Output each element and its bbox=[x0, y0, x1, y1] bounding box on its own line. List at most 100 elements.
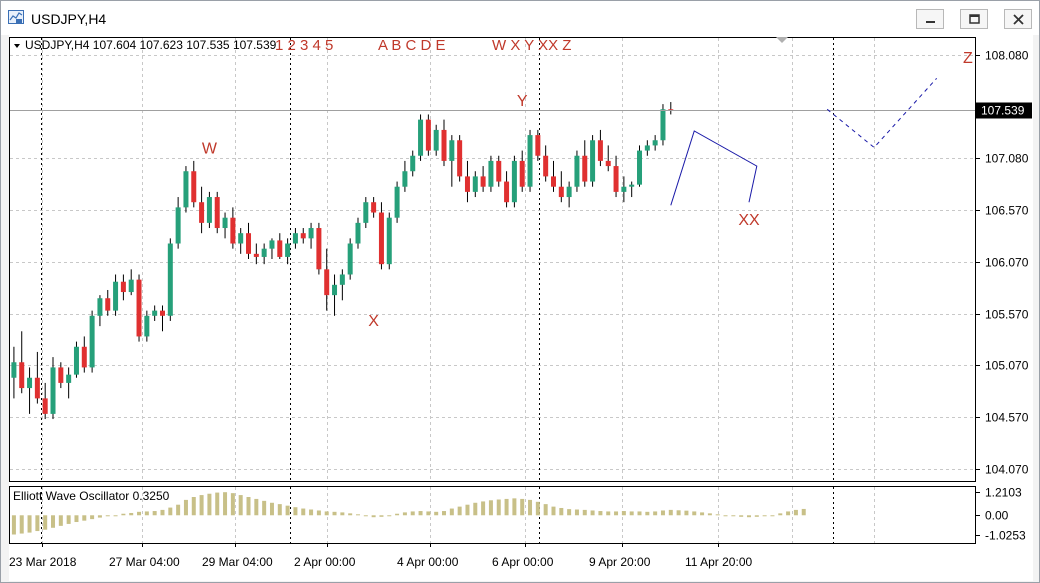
bull-candle bbox=[332, 284, 338, 296]
osc-bar bbox=[379, 515, 384, 517]
osc-bar bbox=[559, 507, 564, 516]
current-price-label: 107.539 bbox=[981, 104, 1025, 118]
osc-bar bbox=[262, 500, 267, 516]
bull-candle bbox=[394, 186, 400, 218]
bull-candle bbox=[433, 129, 439, 151]
price-tick-label: 105.570 bbox=[985, 308, 1029, 322]
main-panel-frame bbox=[9, 37, 976, 482]
osc-bar bbox=[43, 515, 48, 530]
osc-bar bbox=[19, 515, 24, 534]
osc-bar bbox=[277, 504, 282, 516]
close-button[interactable] bbox=[1004, 9, 1032, 29]
osc-bar bbox=[348, 513, 353, 516]
osc-bar bbox=[762, 515, 767, 517]
triangle-pattern bbox=[670, 130, 758, 206]
osc-bar bbox=[82, 515, 87, 521]
bear-candle bbox=[253, 253, 259, 257]
osc-bar bbox=[207, 493, 212, 516]
bull-candle bbox=[292, 233, 298, 244]
bull-candle bbox=[167, 243, 173, 316]
time-label: 11 Apr 20:00 bbox=[685, 555, 752, 569]
osc-bar bbox=[35, 515, 40, 532]
osc-bar bbox=[418, 511, 423, 516]
osc-bar bbox=[473, 502, 478, 516]
title-bar[interactable]: USDJPY,H4 bbox=[1, 1, 1039, 35]
time-label: 9 Apr 20:00 bbox=[589, 555, 651, 569]
osc-bar bbox=[614, 511, 619, 516]
price-chart[interactable]: 108.080 107.080 106.570 106.070 105.570 105.0… bbox=[9, 35, 1033, 581]
price-tick-label: 107.080 bbox=[985, 152, 1029, 166]
osc-bar bbox=[692, 511, 697, 516]
bear-candle bbox=[42, 398, 48, 414]
bull-candle bbox=[574, 155, 580, 187]
price-tick-label: 106.070 bbox=[985, 256, 1029, 270]
osc-bar bbox=[176, 504, 181, 516]
bull-candle bbox=[183, 171, 189, 208]
osc-bar bbox=[27, 515, 32, 533]
chart-header: USDJPY,H4 107.604 107.623 107.535 107.53… bbox=[25, 38, 277, 52]
bull-candle bbox=[144, 315, 150, 337]
wave-label: Z bbox=[963, 50, 973, 67]
osc-bar bbox=[51, 515, 56, 528]
bear-candle bbox=[535, 135, 541, 156]
bear-candle bbox=[480, 176, 486, 187]
osc-bar bbox=[74, 515, 79, 523]
bull-candle bbox=[418, 119, 424, 156]
osc-bar bbox=[746, 515, 751, 518]
bull-candle bbox=[66, 374, 72, 383]
restore-button[interactable] bbox=[960, 9, 988, 29]
restore-icon bbox=[969, 14, 980, 24]
osc-bar bbox=[113, 515, 118, 517]
osc-bar bbox=[11, 515, 16, 535]
bear-candle bbox=[230, 217, 236, 244]
price-tick-label: 105.070 bbox=[985, 359, 1029, 373]
bull-candle bbox=[511, 160, 517, 203]
bear-candle bbox=[159, 310, 165, 316]
osc-bar bbox=[488, 500, 493, 516]
osc-bar bbox=[801, 508, 806, 516]
bull-candle bbox=[527, 135, 533, 187]
header-dropdown-icon[interactable] bbox=[14, 44, 20, 48]
bear-candle bbox=[246, 233, 252, 254]
bull-candle bbox=[73, 346, 79, 375]
osc-bar bbox=[371, 515, 376, 518]
osc-bar bbox=[793, 509, 798, 516]
osc-bar bbox=[629, 511, 634, 516]
bear-candle bbox=[605, 160, 611, 167]
osc-bar bbox=[778, 513, 783, 516]
oscillator-header: Elliott Wave Oscillator 0.3250 bbox=[13, 489, 170, 503]
bull-candle bbox=[261, 248, 267, 257]
osc-bar bbox=[637, 511, 642, 516]
current-price-tag bbox=[976, 102, 1032, 119]
window-title: USDJPY,H4 bbox=[31, 11, 107, 27]
wave-label: XX bbox=[738, 212, 760, 229]
osc-bar bbox=[504, 498, 509, 516]
osc-bar bbox=[191, 497, 196, 516]
bear-candle bbox=[120, 281, 126, 293]
osc-bar bbox=[332, 511, 337, 516]
osc-bar bbox=[238, 495, 243, 516]
osc-bar bbox=[301, 508, 306, 516]
time-label: 4 Apr 00:00 bbox=[397, 555, 459, 569]
osc-bar bbox=[355, 514, 360, 516]
bear-candle bbox=[105, 298, 111, 311]
osc-bar bbox=[551, 506, 556, 516]
bull-candle bbox=[652, 140, 658, 146]
bull-candle bbox=[11, 362, 17, 378]
bull-candle bbox=[27, 377, 33, 389]
chart-area[interactable]: 108.080 107.080 106.570 106.070 105.570 105.0… bbox=[9, 35, 1033, 581]
osc-bar bbox=[442, 511, 447, 516]
osc-bar bbox=[340, 512, 345, 516]
wave-label: X bbox=[368, 313, 379, 330]
bull-candle bbox=[472, 176, 478, 192]
osc-bar bbox=[598, 511, 603, 516]
minimize-icon bbox=[926, 21, 935, 23]
osc-bar bbox=[90, 515, 95, 520]
bull-candle bbox=[660, 109, 666, 141]
osc-bar bbox=[215, 492, 220, 516]
osc-bar bbox=[676, 510, 681, 516]
chart-shift-marker[interactable] bbox=[776, 37, 788, 43]
bull-candle bbox=[285, 243, 291, 257]
osc-bar bbox=[105, 515, 110, 517]
minimize-button[interactable] bbox=[916, 9, 944, 29]
